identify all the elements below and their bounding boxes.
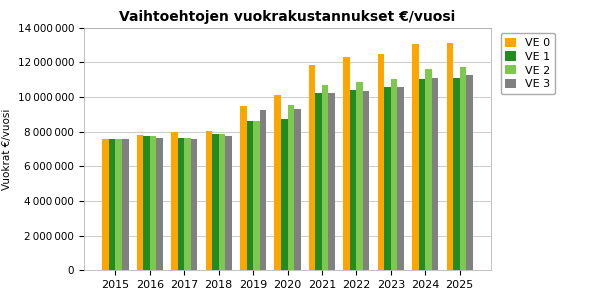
Bar	[384, 87, 391, 270]
Bar	[363, 91, 370, 270]
Bar	[171, 132, 178, 270]
Bar	[281, 119, 288, 270]
Title: Vaihtoehtojen vuokrakustannukset €/vuosi: Vaihtoehtojen vuokrakustannukset €/vuosi	[119, 10, 456, 24]
Bar	[316, 93, 322, 270]
Bar	[240, 107, 247, 270]
Bar	[294, 109, 301, 270]
Y-axis label: Vuokrat €/vuosi: Vuokrat €/vuosi	[2, 108, 12, 190]
Bar	[247, 121, 253, 270]
Bar	[356, 82, 363, 270]
Bar	[150, 136, 156, 270]
Bar	[225, 136, 232, 270]
Bar	[453, 78, 459, 270]
Bar	[137, 135, 143, 270]
Bar	[459, 68, 466, 270]
Bar	[343, 57, 350, 270]
Bar	[309, 65, 316, 270]
Bar	[259, 110, 266, 270]
Bar	[184, 138, 191, 270]
Legend: VE 0, VE 1, VE 2, VE 3: VE 0, VE 1, VE 2, VE 3	[501, 33, 555, 94]
Bar	[219, 134, 225, 270]
Bar	[156, 138, 163, 270]
Bar	[143, 136, 150, 270]
Bar	[274, 95, 281, 270]
Bar	[378, 54, 384, 270]
Bar	[328, 93, 335, 270]
Bar	[322, 85, 328, 270]
Bar	[412, 44, 419, 270]
Bar	[350, 90, 356, 270]
Bar	[446, 43, 453, 270]
Bar	[102, 138, 109, 270]
Bar	[253, 121, 259, 270]
Bar	[178, 138, 184, 270]
Bar	[122, 138, 129, 270]
Bar	[116, 138, 122, 270]
Bar	[466, 75, 473, 270]
Bar	[212, 134, 219, 270]
Bar	[419, 79, 425, 270]
Bar	[425, 69, 432, 270]
Bar	[391, 79, 397, 270]
Bar	[397, 87, 404, 270]
Bar	[191, 138, 197, 270]
Bar	[109, 138, 116, 270]
Bar	[288, 105, 294, 270]
Bar	[205, 131, 212, 270]
Bar	[432, 78, 438, 270]
